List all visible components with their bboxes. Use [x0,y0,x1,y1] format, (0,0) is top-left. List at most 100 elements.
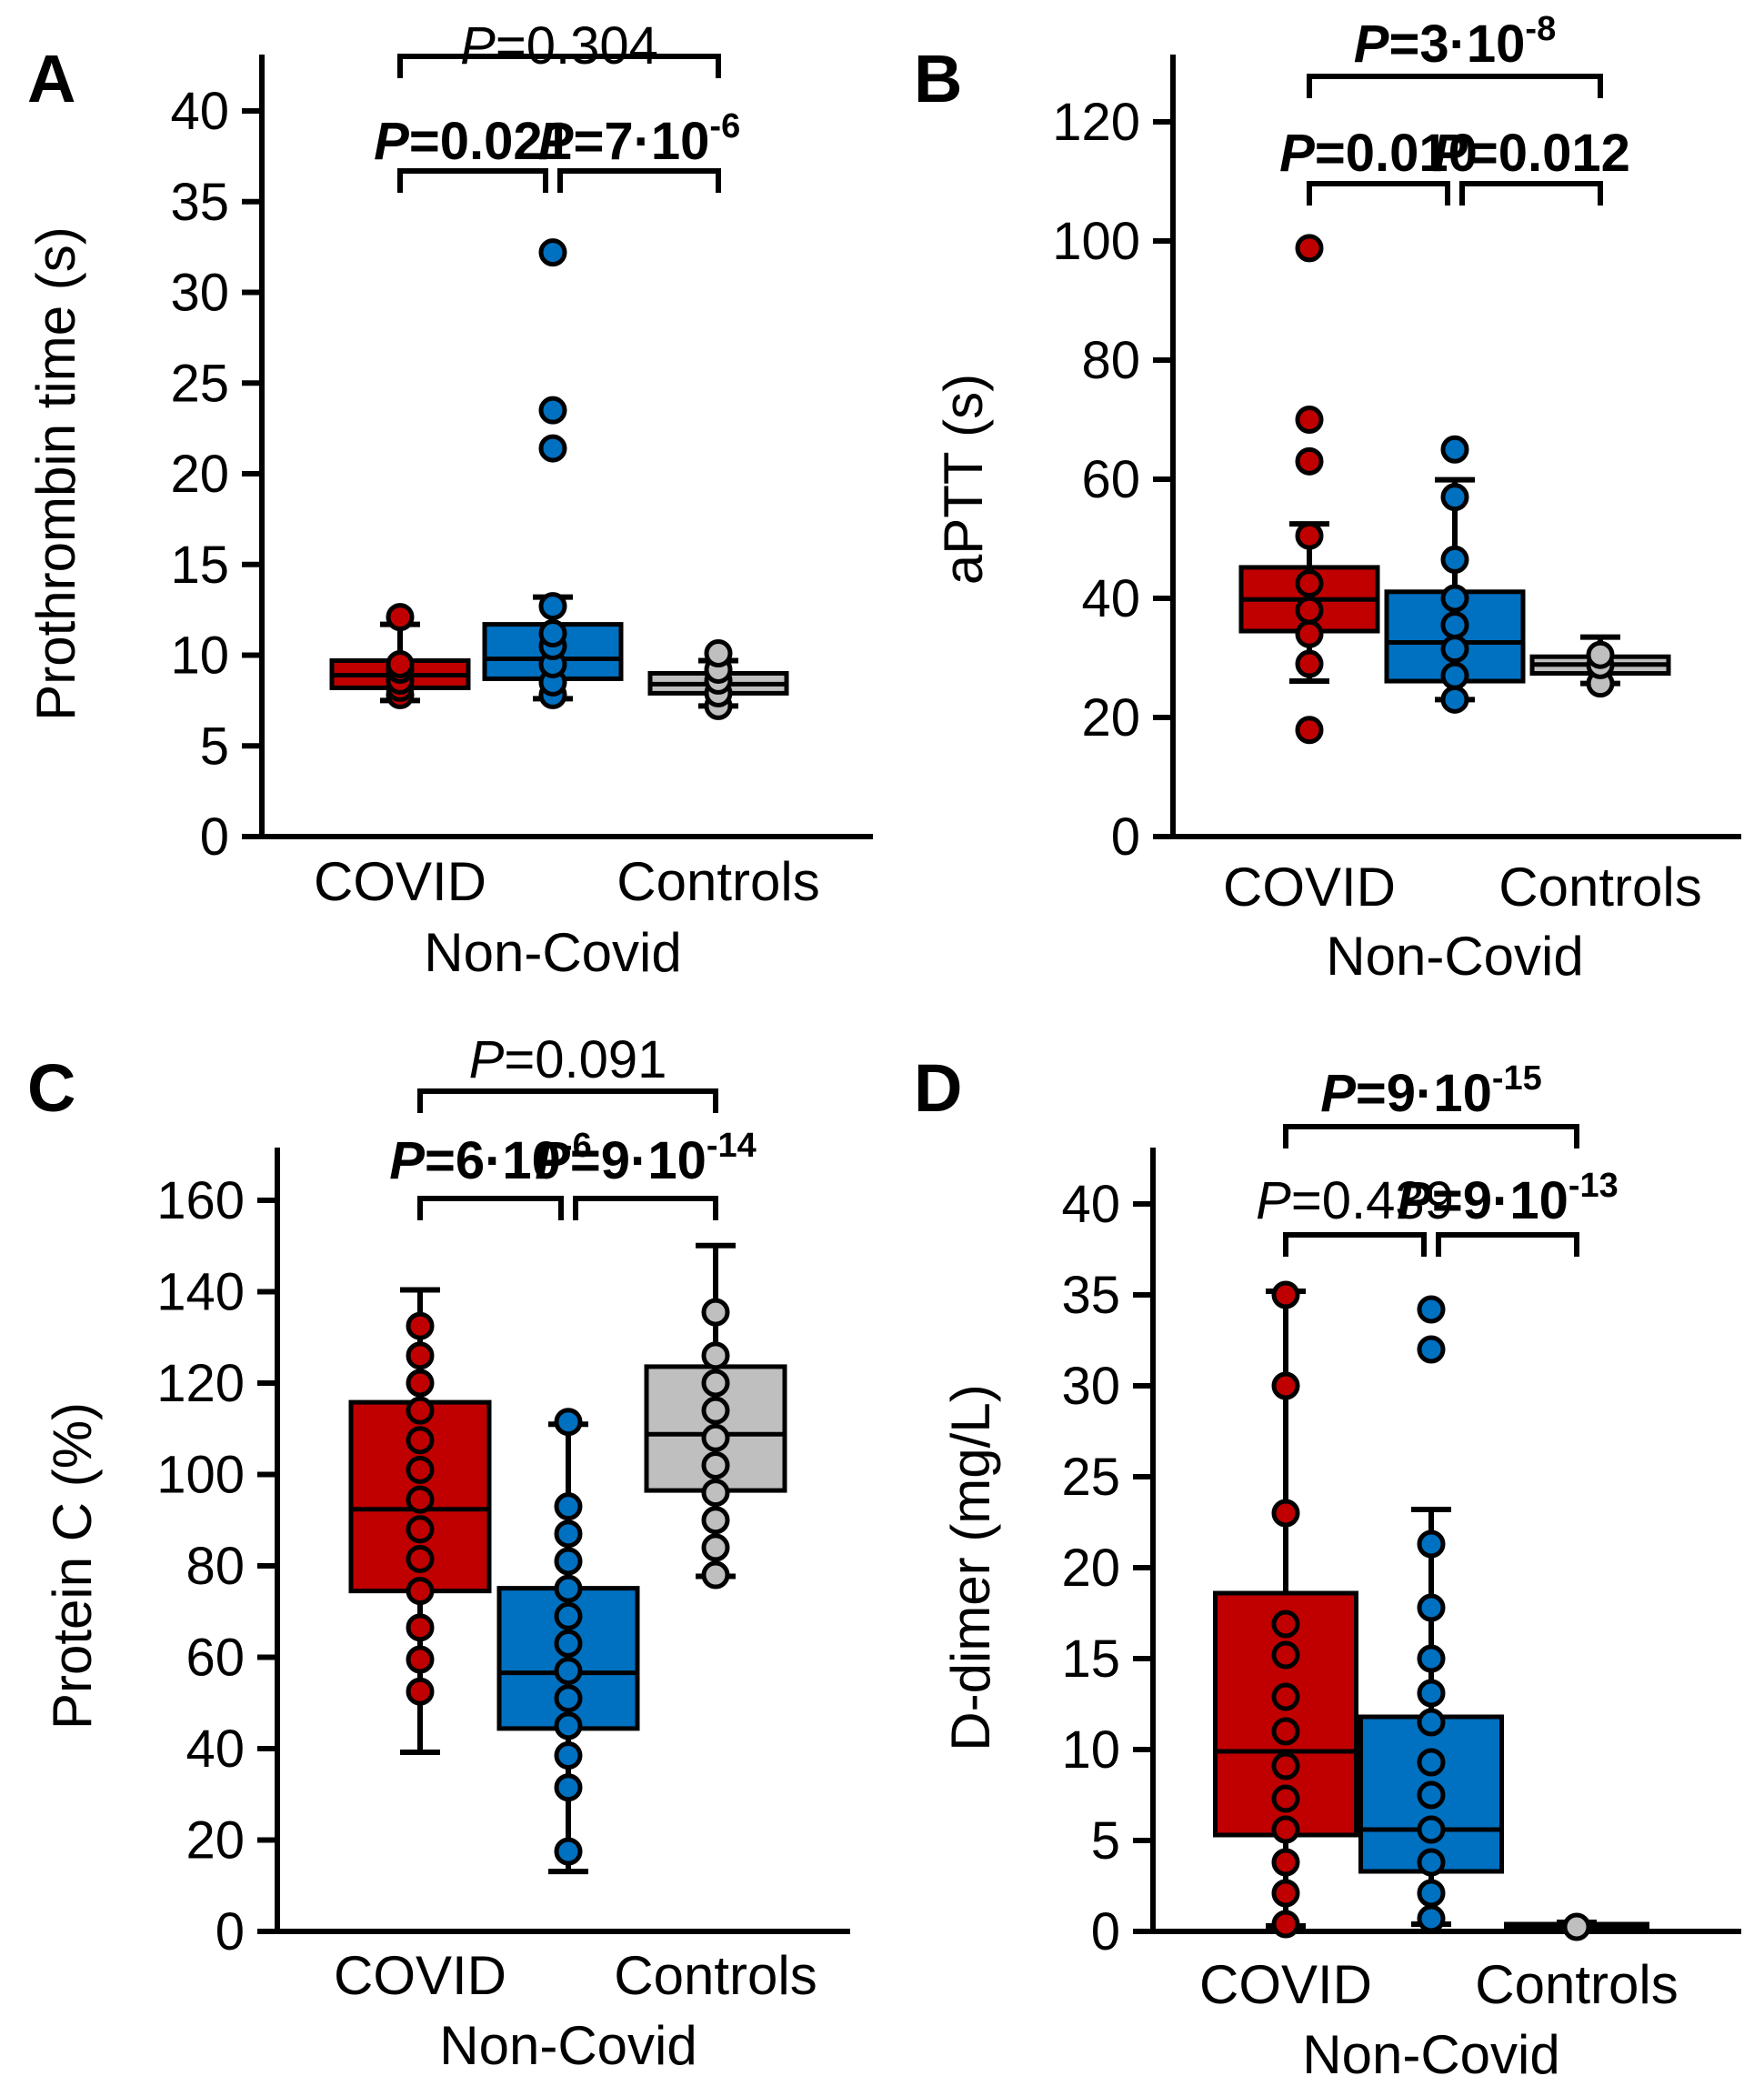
significance-bracket [1459,181,1603,206]
significance-bracket [557,168,721,193]
p-symbol: P [1354,15,1389,74]
y-axis-label: D-dimer (mg/L) [940,1384,1001,1750]
y-tick-label: 20 [1081,688,1140,747]
y-tick-label: 0 [200,807,229,867]
data-point [1417,1529,1446,1559]
y-axis-label: Prothrombin time (s) [25,226,86,720]
p-value: =0.012 [1468,124,1630,183]
p-value: =7·10 [573,112,709,171]
y-tick-label: 0 [1091,1902,1120,1961]
significance-bracket [1283,1124,1579,1148]
data-point [1562,1912,1591,1941]
p-value-label: P=0.010 [1279,124,1478,183]
y-tick-label: 0 [1111,807,1140,867]
data-point [554,1492,583,1521]
panel-letter: D [914,1050,962,1126]
data-point [1417,1848,1446,1877]
p-value-label: P=3·10-8 [1354,10,1556,74]
y-tick-label: 25 [1061,1448,1120,1507]
p-value-label: P=0.304 [460,16,658,75]
data-point [554,1408,583,1437]
x-category-label: Controls [616,851,819,912]
data-point [1271,1848,1300,1877]
data-point [701,1396,730,1425]
group-non-covid [1358,1295,1504,1933]
p-value: =9·10 [1432,1171,1569,1230]
data-point [538,434,567,463]
data-point [1271,1371,1300,1400]
y-tick-label: 35 [1061,1266,1120,1325]
p-value-label: P=0.012 [1432,124,1630,183]
y-axis-label: Protein C (%) [42,1402,103,1730]
p-value-label: P=9·10-14 [535,1127,757,1190]
data-point [554,1574,583,1603]
y-tick-label: 140 [156,1263,245,1322]
group-controls [644,1242,787,1590]
data-point [701,1450,730,1479]
data-point [554,1629,583,1658]
y-tick-label: 20 [1061,1539,1120,1598]
p-exponent: -14 [707,1127,757,1165]
data-point [538,396,567,425]
data-point [554,1547,583,1576]
data-point [1440,635,1469,664]
data-point [554,1684,583,1713]
data-point [406,1311,435,1340]
data-point [1295,446,1324,476]
data-point [1295,569,1324,598]
y-tick-label: 35 [170,173,229,232]
data-point [1417,1780,1446,1810]
p-value-label: P=7·10-6 [538,107,740,171]
data-point [1271,1280,1300,1309]
p-symbol: P [1256,1171,1291,1230]
data-point [701,1533,730,1562]
p-symbol: P [538,112,574,171]
panel-letter: A [27,41,75,116]
p-symbol: P [469,1030,505,1089]
p-value: =0.304 [496,16,658,75]
data-point [1295,596,1324,625]
y-tick-label: 15 [1061,1630,1120,1689]
p-value-label: P=9·10-13 [1397,1167,1619,1230]
y-tick-label: 40 [170,82,229,141]
data-point [1417,1708,1446,1737]
data-point [1271,1879,1300,1908]
data-point [406,1613,435,1642]
p-symbol: P [535,1131,570,1190]
p-symbol: P [1320,1064,1356,1123]
data-point [538,619,567,648]
data-point [1440,610,1469,639]
data-point [704,639,733,668]
data-point [1440,661,1469,690]
data-point [701,1479,730,1508]
y-tick-label: 5 [1091,1811,1120,1870]
data-point [386,649,415,678]
data-point [554,1657,583,1686]
data-point [406,1426,435,1455]
data-point [406,1515,435,1544]
y-tick-label: 5 [200,717,229,776]
data-point [1440,545,1469,574]
x-category-label: COVID [334,1945,506,2006]
data-point [1417,1815,1446,1844]
data-point [1271,1682,1300,1711]
data-point [1295,521,1324,550]
data-point [1417,1644,1446,1673]
x-category-label: COVID [1199,1954,1372,2015]
y-tick-label: 160 [156,1171,245,1230]
significance-bracket [573,1196,718,1220]
p-value-label: P=0.021 [374,112,572,171]
panel-letter: C [27,1050,75,1126]
p-value: =9·10 [570,1131,707,1190]
panel-b: B 0 20 40 60 80 100 120 aPTT (s) COVID Controls Non… [914,10,1741,987]
data-point [406,1396,435,1425]
data-point [1271,1815,1300,1844]
data-point [406,1577,435,1606]
y-tick-label: 80 [185,1537,245,1596]
p-value-label: P=0.439 [1256,1171,1454,1230]
data-point [1295,406,1324,434]
group-non-covid [482,238,624,709]
y-tick-label: 30 [1061,1357,1120,1416]
p-value: =0.439 [1291,1171,1454,1230]
